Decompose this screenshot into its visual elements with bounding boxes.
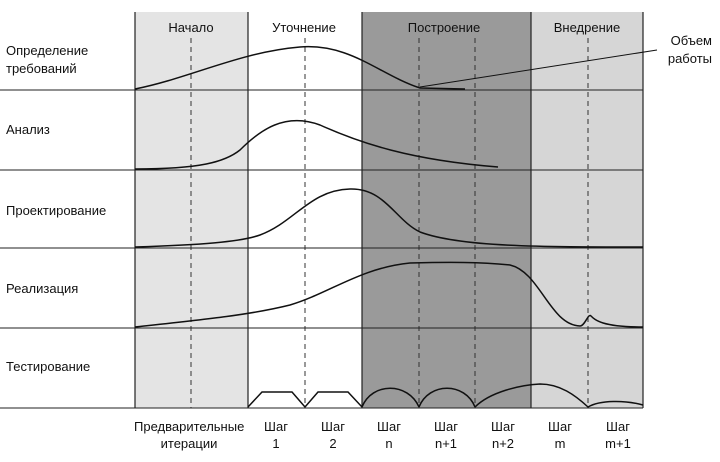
phase-label-transition: Внедрение <box>553 20 621 35</box>
discipline-requirements-line1: Определение <box>6 43 89 58</box>
discipline-testing: Тестирование <box>6 359 91 374</box>
testing-effort-curve-2 <box>304 391 363 408</box>
iteration-label-n-line1: Шаг <box>377 419 401 434</box>
phase-bg-transition <box>531 12 643 408</box>
iteration-label-n2-line2: n+2 <box>491 436 515 451</box>
callout-line1: Объем <box>670 33 712 48</box>
discipline-requirements-line2: требований <box>6 61 77 76</box>
phase-label-construction: Построение <box>407 20 481 35</box>
analysis-effort-curve <box>134 119 499 170</box>
iteration-label-preliminary-line1: Предварительные <box>134 419 245 434</box>
iteration-label-1-line1: Шаг <box>264 419 288 434</box>
iteration-label-preliminary-line2: итерации <box>160 436 218 451</box>
testing-effort-curve-3 <box>361 387 420 408</box>
discipline-design: Проектирование <box>6 203 107 218</box>
iteration-label-n-line2: n <box>385 436 393 451</box>
testing-effort-curve-4 <box>418 387 476 408</box>
phase-label-inception: Начало <box>168 20 214 35</box>
iteration-label-1-line2: 1 <box>272 436 280 451</box>
iteration-label-2-line1: Шаг <box>321 419 345 434</box>
requirements-effort-curve <box>134 45 466 90</box>
discipline-analysis: Анализ <box>6 122 50 137</box>
iteration-label-m1-line1: Шаг <box>606 419 630 434</box>
design-effort-curve <box>134 188 644 248</box>
iteration-label-n2-line1: Шаг <box>491 419 515 434</box>
testing-effort-curve-1 <box>247 391 306 408</box>
testing-effort-curve-5 <box>474 383 589 408</box>
implementation-effort-curve <box>134 261 644 328</box>
iteration-label-m-line1: Шаг <box>548 419 572 434</box>
iteration-label-m1-line2: m+1 <box>605 436 631 451</box>
iteration-label-2-line2: 2 <box>329 436 337 451</box>
phase-label-elaboration: Уточнение <box>272 20 336 35</box>
iteration-label-n1-line2: n+1 <box>434 436 458 451</box>
phase-bg-construction <box>362 12 531 408</box>
iteration-label-m-line2: m <box>554 436 566 451</box>
testing-effort-curve-6 <box>587 400 644 408</box>
callout-leader-line <box>419 49 658 88</box>
callout-line2: работы <box>667 51 712 66</box>
iteration-label-n1-line1: Шаг <box>434 419 458 434</box>
discipline-implementation: Реализация <box>6 281 79 296</box>
